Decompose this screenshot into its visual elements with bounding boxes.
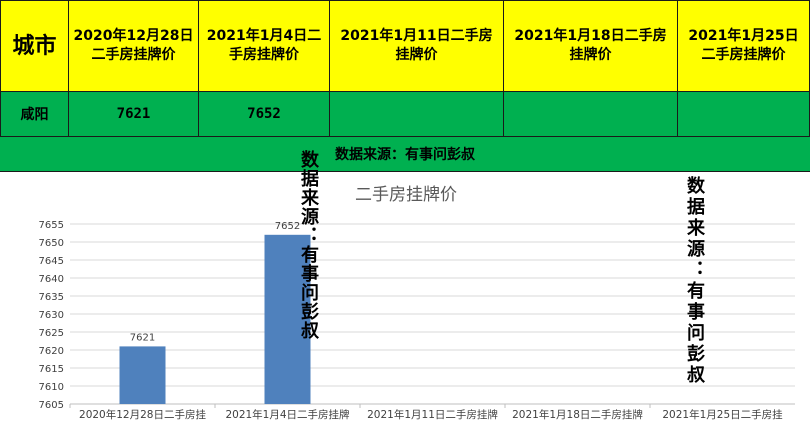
- watermark-source-1: 数据来源：有事问彭叔: [298, 150, 319, 340]
- city-cell: 咸阳: [0, 91, 69, 137]
- price-bar-chart: 二手房挂牌价 760576107615762076257630763576407…: [39, 185, 795, 421]
- city-header: 城市: [0, 0, 69, 92]
- price-cell-5: [677, 91, 810, 137]
- gridlines: [70, 223, 795, 405]
- x-tick-label: 2021年1月25日二手房挂: [662, 408, 783, 421]
- price-cell-3: [329, 91, 504, 137]
- date-header-4: 2021年1月18日二手房挂牌价: [503, 0, 678, 92]
- y-tick-label: 7625: [39, 328, 64, 339]
- date-header-3: 2021年1月11日二手房挂牌价: [329, 0, 504, 92]
- y-tick-label: 7620: [39, 346, 64, 357]
- data-label: 7652: [275, 221, 300, 232]
- date-header-1: 2020年12月28日二手房挂牌价: [68, 0, 199, 92]
- x-tick-label: 2021年1月4日二手房挂牌: [225, 408, 350, 421]
- y-tick-label: 7630: [39, 310, 64, 321]
- y-tick-label: 7640: [39, 274, 64, 285]
- date-header-5: 2021年1月25日二手房挂牌价: [677, 0, 810, 92]
- chart-title: 二手房挂牌价: [355, 185, 457, 205]
- y-tick-label: 7610: [39, 382, 64, 393]
- y-tick-label: 7650: [39, 238, 64, 249]
- x-axis: 2020年12月28日二手房挂 2021年1月4日二手房挂牌 2021年1月11日二…: [69, 404, 783, 421]
- bar: [119, 346, 166, 404]
- y-tick-label: 7645: [39, 256, 64, 267]
- source-banner: 数据来源：有事问彭叔: [0, 137, 810, 172]
- date-header-2: 2021年1月4日二手房挂牌价: [198, 0, 330, 92]
- bars: 7621 7652: [119, 221, 311, 404]
- y-tick-label: 7655: [39, 220, 64, 231]
- data-label: 7621: [130, 332, 155, 343]
- x-tick-label: 2021年1月18日二手房挂牌: [512, 408, 643, 421]
- x-tick-label: 2021年1月11日二手房挂牌: [367, 408, 498, 421]
- price-table: 城市 2020年12月28日二手房挂牌价 2021年1月4日二手房挂牌价 202…: [0, 0, 810, 137]
- y-tick-label: 7615: [39, 364, 64, 375]
- y-tick-label: 7635: [39, 292, 64, 303]
- watermark-source-2: 数据来源：有事问彭叔: [684, 176, 705, 386]
- y-tick-label: 7605: [39, 400, 64, 411]
- price-cell-1: 7621: [68, 91, 199, 137]
- x-tick-label: 2020年12月28日二手房挂: [79, 408, 206, 421]
- bar: [264, 234, 311, 404]
- price-cell-4: [503, 91, 678, 137]
- price-cell-2: 7652: [198, 91, 330, 137]
- y-axis: 7605 7610 7615 7620 7625 7630 7635 7640 7645 7650…: [39, 220, 64, 411]
